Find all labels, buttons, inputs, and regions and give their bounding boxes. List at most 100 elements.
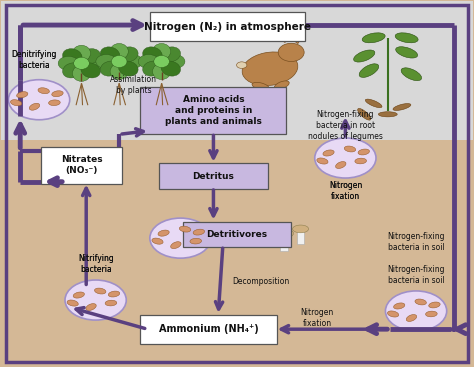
Ellipse shape xyxy=(401,68,421,81)
Ellipse shape xyxy=(111,55,127,68)
Ellipse shape xyxy=(393,103,411,110)
Ellipse shape xyxy=(359,64,379,77)
Ellipse shape xyxy=(81,49,100,64)
Bar xyxy=(297,232,304,244)
Ellipse shape xyxy=(152,238,163,244)
Ellipse shape xyxy=(94,288,106,294)
Ellipse shape xyxy=(153,43,171,59)
Ellipse shape xyxy=(100,61,120,76)
Ellipse shape xyxy=(158,230,169,236)
Ellipse shape xyxy=(315,138,376,178)
Ellipse shape xyxy=(150,218,211,258)
Ellipse shape xyxy=(179,226,191,232)
Ellipse shape xyxy=(426,311,437,317)
Ellipse shape xyxy=(81,63,100,78)
Ellipse shape xyxy=(396,47,418,58)
Ellipse shape xyxy=(73,292,84,298)
FancyBboxPatch shape xyxy=(183,222,291,247)
Ellipse shape xyxy=(284,29,288,40)
FancyBboxPatch shape xyxy=(140,87,286,134)
FancyBboxPatch shape xyxy=(41,147,121,184)
Ellipse shape xyxy=(9,80,70,120)
Ellipse shape xyxy=(323,150,334,156)
Ellipse shape xyxy=(292,27,299,43)
Text: Nitrogen
fixation: Nitrogen fixation xyxy=(301,308,334,328)
Ellipse shape xyxy=(122,54,143,69)
Ellipse shape xyxy=(161,61,181,76)
Ellipse shape xyxy=(109,291,120,297)
Ellipse shape xyxy=(278,43,304,62)
Ellipse shape xyxy=(143,61,162,76)
Ellipse shape xyxy=(193,229,204,235)
Ellipse shape xyxy=(358,149,369,155)
Ellipse shape xyxy=(385,291,447,331)
Ellipse shape xyxy=(10,100,22,106)
Ellipse shape xyxy=(275,229,293,238)
Bar xyxy=(280,236,288,251)
Ellipse shape xyxy=(358,109,371,120)
Ellipse shape xyxy=(52,91,63,97)
Ellipse shape xyxy=(63,63,82,78)
Ellipse shape xyxy=(336,161,346,168)
Ellipse shape xyxy=(317,158,328,164)
Text: Ammonium (NH₄⁺): Ammonium (NH₄⁺) xyxy=(159,324,259,334)
FancyBboxPatch shape xyxy=(140,315,277,344)
Ellipse shape xyxy=(49,100,60,106)
Text: Nitrogen
fixation: Nitrogen fixation xyxy=(329,181,362,201)
Ellipse shape xyxy=(63,49,82,64)
Ellipse shape xyxy=(67,300,78,306)
Ellipse shape xyxy=(406,315,417,321)
Text: Nitrogen (N₂) in atmosphere: Nitrogen (N₂) in atmosphere xyxy=(144,22,311,32)
Ellipse shape xyxy=(84,56,105,70)
Ellipse shape xyxy=(171,242,181,248)
Text: Detritus: Detritus xyxy=(192,172,234,181)
Ellipse shape xyxy=(190,238,201,244)
Ellipse shape xyxy=(344,146,356,152)
Ellipse shape xyxy=(387,311,399,317)
Text: Nitrates
(NO₃⁻): Nitrates (NO₃⁻) xyxy=(61,155,102,175)
Ellipse shape xyxy=(73,45,91,61)
Ellipse shape xyxy=(395,33,418,43)
FancyBboxPatch shape xyxy=(159,163,268,189)
Ellipse shape xyxy=(17,92,28,98)
Ellipse shape xyxy=(252,82,269,90)
Ellipse shape xyxy=(58,56,79,70)
Ellipse shape xyxy=(354,50,375,62)
FancyBboxPatch shape xyxy=(150,12,305,41)
Text: Nitrifying
bacteria: Nitrifying bacteria xyxy=(78,254,113,274)
Text: Nitrogen
fixation: Nitrogen fixation xyxy=(329,181,362,201)
Text: Denitrifying
bacteria: Denitrifying bacteria xyxy=(12,50,57,70)
Ellipse shape xyxy=(362,33,385,43)
Ellipse shape xyxy=(153,63,171,80)
Ellipse shape xyxy=(29,103,40,110)
Text: Denitrifying
bacteria: Denitrifying bacteria xyxy=(12,50,57,70)
Ellipse shape xyxy=(355,158,366,164)
Ellipse shape xyxy=(393,303,405,309)
Text: Detritivores: Detritivores xyxy=(207,230,267,239)
Ellipse shape xyxy=(378,112,397,117)
Ellipse shape xyxy=(73,65,91,81)
Ellipse shape xyxy=(110,63,128,80)
Text: Assimilation
by plants: Assimilation by plants xyxy=(110,75,157,95)
Ellipse shape xyxy=(86,304,96,310)
Ellipse shape xyxy=(100,47,120,62)
Text: Amino acids
and proteins in
plants and animals: Amino acids and proteins in plants and a… xyxy=(165,95,262,126)
Text: Nitrogen-fixing
bacteria in soil: Nitrogen-fixing bacteria in soil xyxy=(387,265,445,284)
Text: Decomposition: Decomposition xyxy=(232,277,289,286)
Ellipse shape xyxy=(161,47,181,62)
Ellipse shape xyxy=(283,26,290,42)
Ellipse shape xyxy=(96,54,117,69)
Text: Nitrogen-fixing
bacteria in root
nodules of legumes: Nitrogen-fixing bacteria in root nodules… xyxy=(308,110,383,141)
Ellipse shape xyxy=(118,47,138,62)
Ellipse shape xyxy=(110,43,128,59)
Ellipse shape xyxy=(292,225,309,233)
Ellipse shape xyxy=(105,300,117,306)
Ellipse shape xyxy=(65,280,126,320)
Ellipse shape xyxy=(154,55,169,68)
Text: Nitrifying
bacteria: Nitrifying bacteria xyxy=(78,254,113,274)
Ellipse shape xyxy=(38,88,49,94)
Ellipse shape xyxy=(365,99,382,108)
Bar xyxy=(1,1,473,140)
Ellipse shape xyxy=(237,62,247,68)
Ellipse shape xyxy=(164,54,185,69)
